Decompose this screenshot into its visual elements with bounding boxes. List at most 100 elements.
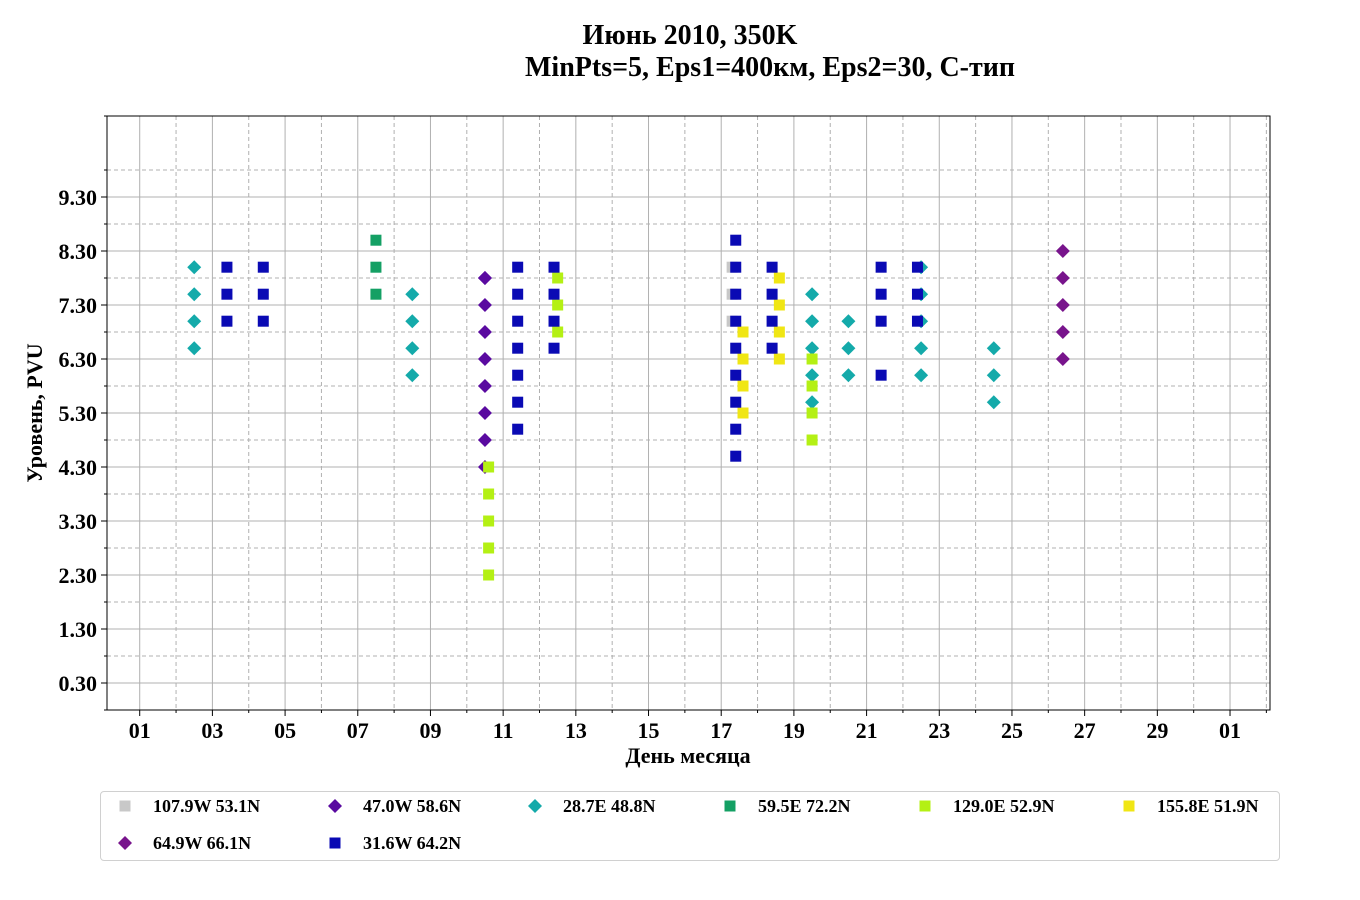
square-marker-icon [1123,800,1135,812]
data-point [737,353,749,365]
data-point [911,315,923,327]
y-tick-label: 7.30 [59,293,98,318]
data-point [477,271,492,285]
data-point [805,287,820,302]
data-point [221,315,233,327]
data-point [875,288,887,300]
data-point [730,261,742,273]
x-tick-label: 29 [1146,718,1168,743]
x-tick-label: 27 [1074,718,1096,743]
data-point [737,326,749,338]
legend-item: 64.9W 66.1N [113,831,251,855]
legend-label: 31.6W 64.2N [363,832,462,853]
data-point [766,342,778,354]
data-point [805,368,820,383]
data-point [483,515,495,527]
data-point [483,542,495,554]
x-tick-label: 01 [1219,718,1241,743]
data-point [221,288,233,300]
x-tick-label: 21 [856,718,878,743]
legend-item: 107.9W 53.1N [113,794,260,818]
data-point [766,315,778,327]
x-tick-label: 15 [638,718,660,743]
x-tick-label: 05 [274,718,296,743]
data-point [1055,298,1070,312]
data-point [483,488,495,500]
data-point [512,288,524,300]
data-point [187,287,202,302]
data-point [552,299,564,311]
square-marker-icon [919,800,931,812]
data-point [477,406,492,420]
legend-item: 28.7E 48.8N [523,794,656,818]
diamond-marker-icon [528,799,542,813]
x-tick-label: 23 [928,718,950,743]
y-tick-label: 0.30 [59,671,98,696]
x-tick-label: 09 [419,718,441,743]
chart-title: Июнь 2010, 350K [582,20,798,51]
data-point [552,326,564,338]
data-point [221,261,233,273]
data-point [1055,352,1070,366]
data-point [730,369,742,381]
legend-item: 31.6W 64.2N [323,831,461,855]
data-point [477,433,492,447]
data-point [730,234,742,246]
data-point [187,260,202,275]
x-tick-label: 19 [783,718,805,743]
data-point [730,315,742,327]
x-tick-label: 03 [201,718,223,743]
data-point [405,341,420,356]
data-point [512,315,524,327]
x-tick-label: 25 [1001,718,1023,743]
data-point [911,288,923,300]
data-point [370,234,382,246]
data-point [805,341,820,356]
x-axis-label: День месяца [625,743,750,768]
data-point [806,407,818,419]
data-point [773,353,785,365]
square-marker-icon [329,837,341,849]
data-point [512,342,524,354]
x-tick-label: 17 [710,718,732,743]
data-point [405,314,420,329]
legend-label: 59.5E 72.2N [758,795,851,816]
data-point [548,315,560,327]
data-point [730,423,742,435]
grid [107,115,1270,711]
data-point [477,379,492,393]
legend-label: 155.8E 51.9N [1157,795,1259,816]
data-points [187,234,1070,581]
data-point [483,461,495,473]
y-tick-label: 8.30 [59,239,98,264]
data-point [187,314,202,329]
data-point [512,423,524,435]
plot-frame [106,115,1271,711]
data-point [766,288,778,300]
data-point [766,261,778,273]
data-point [405,368,420,383]
legend-label: 129.0E 52.9N [953,795,1055,816]
data-point [806,434,818,446]
x-tick-label: 11 [493,718,514,743]
data-point [477,352,492,366]
legend-item: 129.0E 52.9N [913,794,1055,818]
data-point [548,261,560,273]
data-point [512,396,524,408]
x-tick-label: 13 [565,718,587,743]
x-tick-label: 01 [129,718,151,743]
data-point [875,315,887,327]
data-point [370,288,382,300]
chart-subtitle: MinPts=5, Eps1=400км, Eps2=30, С-тип [524,52,1016,83]
data-point [370,261,382,273]
data-point [1055,271,1070,285]
data-point [737,407,749,419]
data-point [730,288,742,300]
ticks: 01 03 05 07 09 11 13 15 17 19 21 23 25 27 29 01 0.30 1.30… [59,115,1267,743]
data-point [548,288,560,300]
data-point [986,341,1001,356]
data-point [875,261,887,273]
data-point [552,272,564,284]
diamond-marker-icon [118,836,132,850]
y-tick-label: 3.30 [59,509,98,534]
